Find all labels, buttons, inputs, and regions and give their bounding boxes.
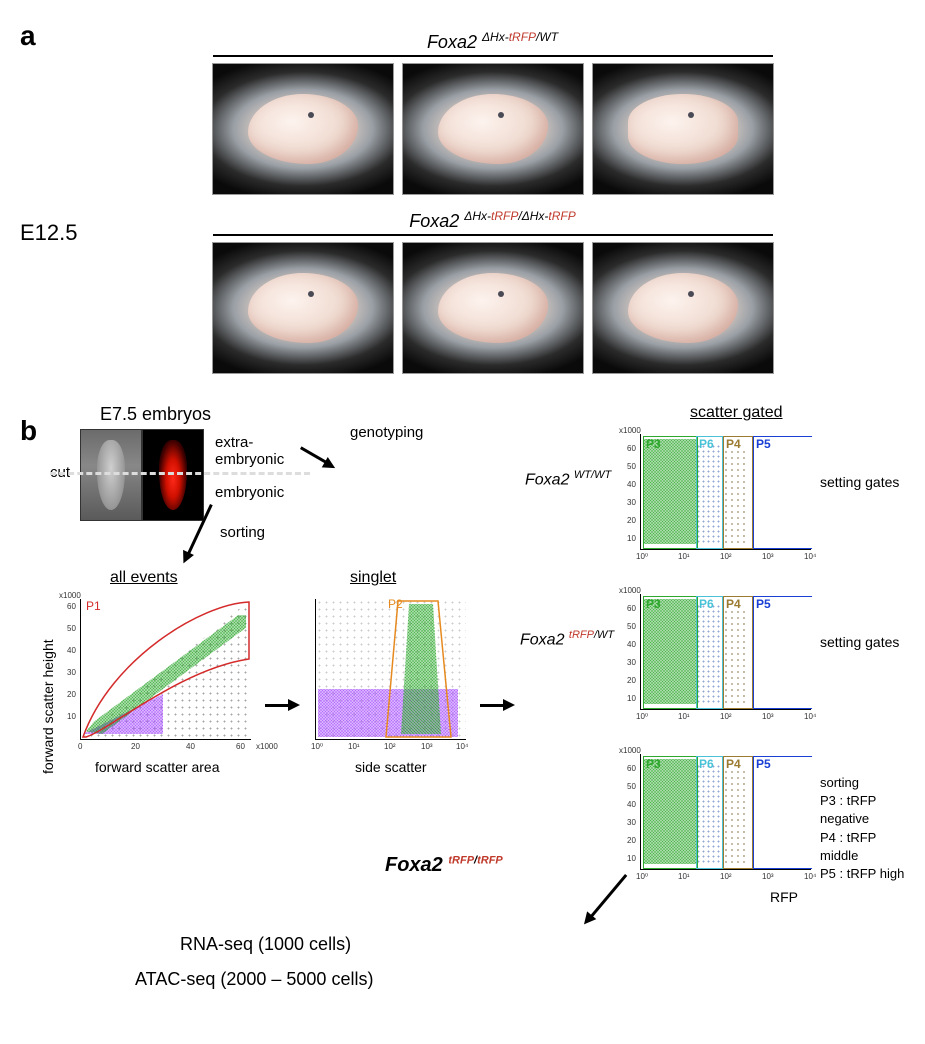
e75-images — [80, 429, 204, 521]
singlet-plot: P2 10⁰ 10¹ 10² 10³ 10⁴ — [315, 599, 466, 740]
cut-line — [50, 472, 310, 475]
all-events-plot: P1 x1000 60 50 40 30 20 10 0 20 40 60 x1… — [80, 599, 251, 740]
figure: a Foxa2 ΔHx-tRFP/WT E12.5 Foxa2 ΔHx-tRFP… — [20, 20, 905, 1024]
y-axis-label: forward scatter height — [40, 639, 56, 774]
singlet-title: singlet — [350, 569, 396, 587]
geno-wtwt: Foxa2 WT/WT — [525, 469, 611, 489]
embryo-image — [212, 242, 394, 374]
right-plot-3: P3P6P4P5102030405060x100010⁰10¹10²10³10⁴ — [640, 754, 811, 870]
arrow-icon — [265, 704, 290, 707]
embryo-row-top — [80, 63, 905, 195]
embryo-row-bottom — [80, 242, 905, 374]
embryo-image — [402, 242, 584, 374]
genotype-top: Foxa2 ΔHx-tRFP/WT — [213, 30, 773, 53]
arrow-icon — [300, 446, 327, 464]
singlet-xlabel: side scatter — [355, 759, 427, 775]
workflow: E7.5 embryos cut extra- embryonic embryo… — [50, 404, 905, 1024]
sort-key: sorting P3 : tRFP negative P4 : tRFP mid… — [820, 774, 905, 883]
e75-fluorescence — [142, 429, 204, 521]
genotyping-label: genotyping — [350, 424, 423, 441]
p1-label: P1 — [86, 599, 101, 613]
genotype-bar-bottom — [213, 234, 773, 236]
note-2: setting gates — [820, 634, 899, 650]
rfp-label: RFP — [770, 889, 798, 905]
all-events-title: all events — [110, 569, 178, 587]
genotype-bottom: Foxa2 ΔHx-tRFP/ΔHx-tRFP — [213, 209, 773, 232]
stage-label: E12.5 — [20, 220, 78, 246]
right-plot-2: P3P6P4P5102030405060x100010⁰10¹10²10³10⁴ — [640, 594, 811, 710]
sorting-label: sorting — [220, 524, 265, 541]
atac-seq-label: ATAC-seq (2000 – 5000 cells) — [135, 969, 373, 990]
embryo-image — [592, 63, 774, 195]
note-1: setting gates — [820, 474, 899, 490]
arrow-icon — [590, 874, 628, 918]
rna-seq-label: RNA-seq (1000 cells) — [180, 934, 351, 955]
e75-label: E7.5 embryos — [100, 404, 211, 425]
scatter-gated-title: scatter gated — [690, 404, 783, 422]
p2-gate — [316, 599, 466, 739]
embryo-image — [402, 63, 584, 195]
p2-label: P2 — [388, 597, 403, 611]
e75-brightfield — [80, 429, 142, 521]
embryo-image — [212, 63, 394, 195]
gene-name: Foxa2 — [427, 32, 477, 52]
panel-b: E7.5 embryos cut extra- embryonic embryo… — [20, 404, 905, 1024]
foxa2-hom: Foxa2 tRFP/tRFP — [385, 854, 503, 877]
p1-gate — [81, 599, 251, 739]
all-events-xlabel: forward scatter area — [95, 759, 220, 775]
arrow-icon — [480, 704, 505, 707]
embryonic-label: embryonic — [215, 484, 284, 501]
embryo-image — [592, 242, 774, 374]
extraembryonic-label: extra- embryonic — [215, 434, 284, 468]
geno-het: Foxa2 tRFP/WT — [520, 629, 614, 649]
panel-a: Foxa2 ΔHx-tRFP/WT E12.5 Foxa2 ΔHx-tRFP/Δ… — [20, 20, 905, 374]
right-plot-1: P3P6P4P5102030405060x100010⁰10¹10²10³10⁴ — [640, 434, 811, 550]
genotype-bar-top — [213, 55, 773, 57]
gene-name: Foxa2 — [409, 211, 459, 231]
